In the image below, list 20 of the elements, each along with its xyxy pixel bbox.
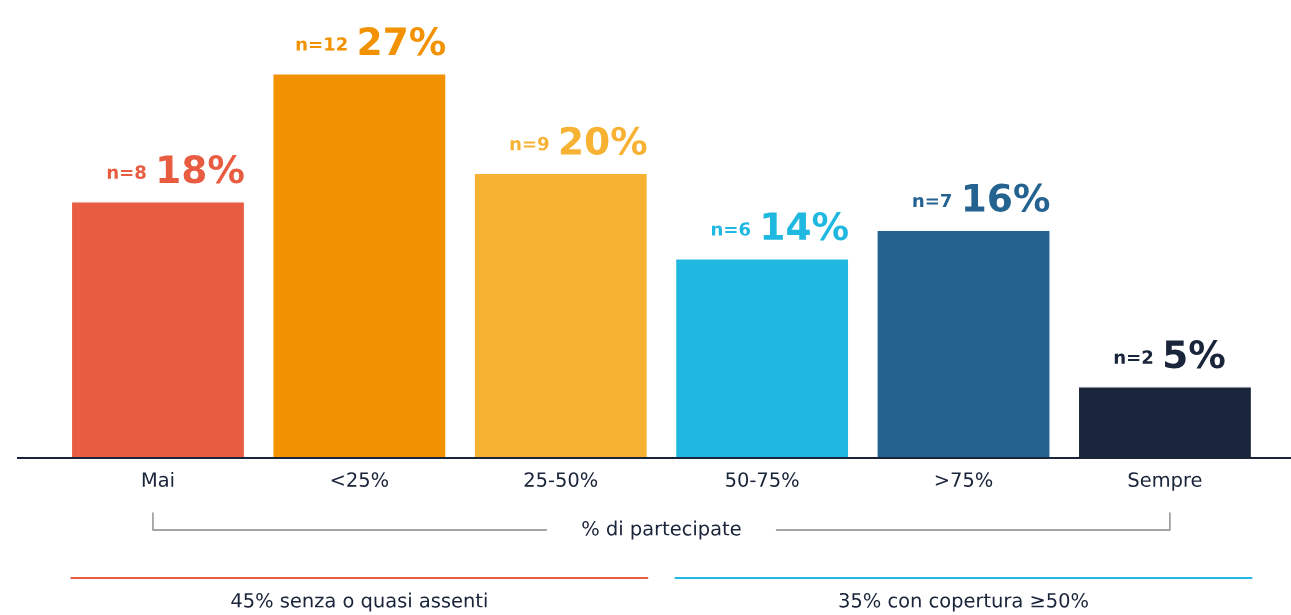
data-label: n=7 16% [913, 183, 1050, 212]
data-label: n=6 14% [712, 212, 848, 241]
x-tick-label: 25-50% [524, 472, 598, 487]
data-label: n=12 27% [296, 27, 446, 56]
data-label: n=9 20% [510, 126, 647, 156]
bar [876, 229, 1051, 458]
x-tick-label: <25% [331, 472, 389, 487]
x-tick-label: 50-75% [726, 472, 799, 487]
bar [674, 258, 850, 458]
x-tick-label: >75% [935, 472, 993, 487]
x-axis-title: % di partecipate [582, 520, 741, 540]
x-tick-label: Mai [142, 471, 174, 487]
bar [70, 201, 246, 458]
bar [272, 73, 447, 458]
text: 35% con copertura ≥50% [839, 592, 1088, 612]
bar [473, 172, 649, 458]
data-label: n=8 18% [107, 155, 244, 184]
x-tick-label: Sempre [1128, 472, 1202, 491]
data-label: n=2 5% [1114, 340, 1225, 369]
text: 45% senza o quasi assenti [231, 592, 487, 612]
